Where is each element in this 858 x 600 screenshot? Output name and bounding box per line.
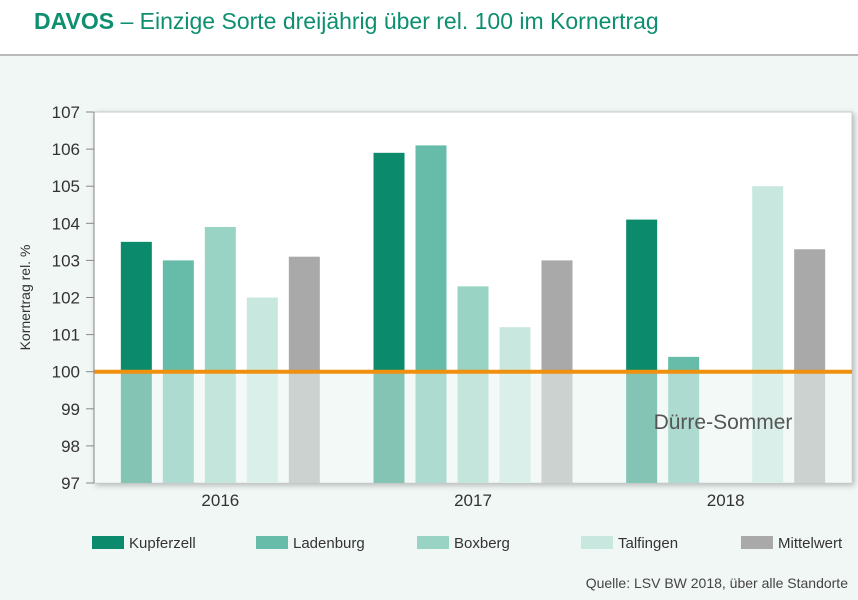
page-title: DAVOS – Einzige Sorte dreijährig über re… — [34, 8, 659, 35]
header-bar: DAVOS – Einzige Sorte dreijährig über re… — [0, 0, 858, 56]
y-tick-label: 105 — [52, 177, 80, 196]
below-reference-band — [94, 371, 852, 483]
y-tick-label: 104 — [52, 214, 80, 233]
y-tick-label: 99 — [61, 400, 80, 419]
legend-label-talfingen: Talfingen — [618, 535, 678, 552]
legend-label-ladenburg: Ladenburg — [293, 535, 365, 552]
legend-swatch-boxberg — [417, 536, 449, 549]
x-tick-label: 2018 — [707, 491, 745, 510]
title-rest: – Einzige Sorte dreijährig über rel. 100… — [114, 8, 659, 34]
source-note: Quelle: LSV BW 2018, über alle Standorte — [585, 575, 848, 591]
y-tick-label: 101 — [52, 326, 80, 345]
y-tick-label: 100 — [52, 363, 80, 382]
legend-swatch-talfingen — [581, 536, 613, 549]
legend-swatch-kupferzell — [92, 536, 124, 549]
title-bold: DAVOS — [34, 8, 115, 34]
y-tick-label: 107 — [52, 103, 80, 122]
y-tick-label: 97 — [61, 474, 80, 493]
y-tick-label: 102 — [52, 289, 80, 308]
x-tick-label: 2016 — [201, 491, 239, 510]
x-tick-label: 2017 — [454, 491, 492, 510]
legend-label-mittelwert: Mittelwert — [778, 535, 843, 552]
legend-label-kupferzell: Kupferzell — [129, 535, 196, 552]
y-tick-label: 103 — [52, 251, 80, 270]
y-tick-label: 106 — [52, 140, 80, 159]
legend-swatch-ladenburg — [256, 536, 288, 549]
legend-swatch-mittelwert — [741, 536, 773, 549]
annotation-duerre-sommer: Dürre-Sommer — [654, 411, 793, 434]
y-tick-label: 98 — [61, 437, 80, 456]
y-axis-label: Kornertrag rel. % — [17, 245, 33, 351]
legend-label-boxberg: Boxberg — [454, 535, 510, 552]
